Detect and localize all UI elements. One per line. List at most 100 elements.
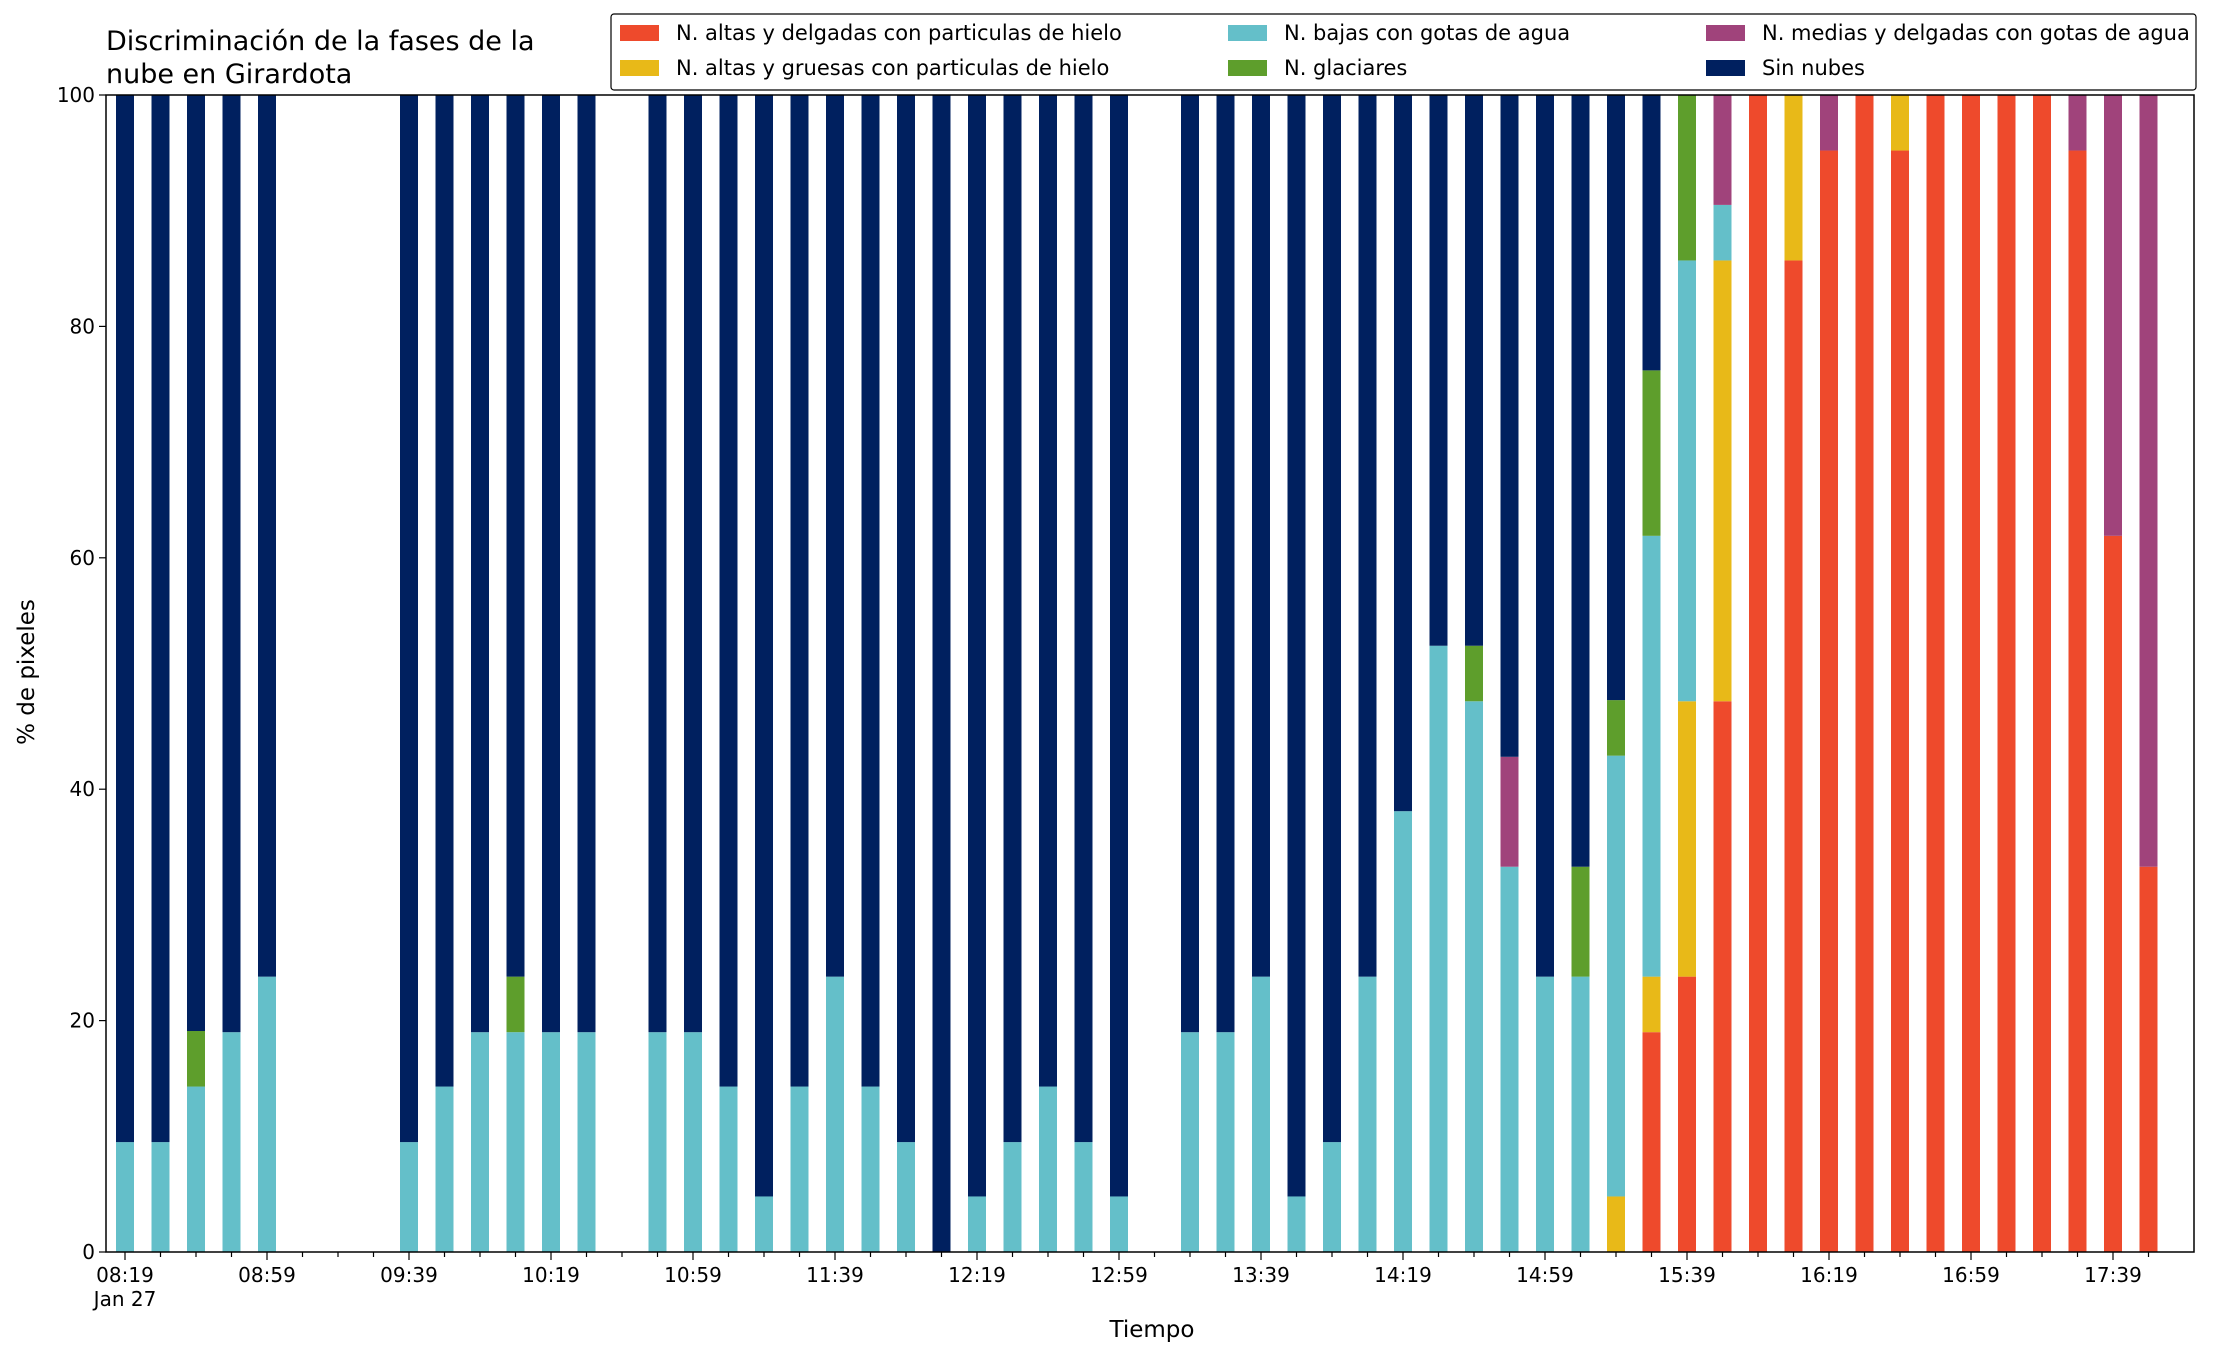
x-tick-label-12: 16:19 xyxy=(1800,1263,1858,1287)
bar-segment-altas_delgadas-40 xyxy=(1713,701,1732,1252)
bar-segment-altas_delgadas-42 xyxy=(1784,260,1803,1252)
legend-box xyxy=(610,13,2197,91)
y-axis: 0 20 40 60 80 100 xyxy=(57,83,106,1264)
x-axis-label: Tiempo xyxy=(1109,1317,1195,1343)
bar-segment-sin_nubes-0 xyxy=(116,95,134,1143)
y-tick-label-5: 100 xyxy=(57,83,95,107)
bar-segment-bajas-1 xyxy=(151,1142,170,1252)
bar-segment-glaciares-33 xyxy=(1465,645,1483,702)
legend-label-sin_nubes: Sin nubes xyxy=(1762,56,1865,80)
bar-segment-bajas-31 xyxy=(1394,811,1412,1252)
bar-stacks xyxy=(116,95,2158,1252)
chart-title-line-1: Discriminación de la fases de la xyxy=(106,26,535,57)
bar-segment-medias-40 xyxy=(1713,95,1732,205)
bar-segment-sin_nubes-10 xyxy=(577,95,596,1033)
bar-segment-sin_nubes-14 xyxy=(755,95,773,1197)
bar-segment-altas_delgadas-46 xyxy=(1926,95,1945,1252)
bar-segment-sin_nubes-13 xyxy=(719,95,738,1087)
bar-segment-bajas-20 xyxy=(968,1196,986,1252)
bar-segment-bajas-35 xyxy=(1536,976,1554,1252)
bar-segment-sin_nubes-25 xyxy=(1181,95,1199,1033)
bar-segment-altas_delgadas-52 xyxy=(2139,866,2158,1252)
bar-segment-sin_nubes-15 xyxy=(790,95,809,1087)
legend-swatch-glaciares xyxy=(1228,60,1267,76)
bar-segment-bajas-18 xyxy=(897,1142,915,1252)
bar-segment-sin_nubes-27 xyxy=(1252,95,1270,977)
bar-segment-glaciares-39 xyxy=(1678,95,1696,261)
x-tick-label-6: 12:19 xyxy=(948,1263,1006,1287)
bar-segment-sin_nubes-6 xyxy=(435,95,454,1087)
bar-segment-bajas-6 xyxy=(435,1086,454,1252)
bar-segment-sin_nubes-2 xyxy=(187,95,205,1032)
bar-segment-bajas-5 xyxy=(400,1142,418,1252)
legend-label-glaciares: N. glaciares xyxy=(1284,56,1407,80)
bar-segment-bajas-16 xyxy=(826,976,844,1252)
x-tick-label-9: 14:19 xyxy=(1374,1263,1432,1287)
bar-segment-medias-34 xyxy=(1500,756,1519,867)
legend-entries: N. altas y delgadas con particulas de hi… xyxy=(620,21,2190,80)
bar-segment-sin_nubes-20 xyxy=(968,95,986,1197)
bar-segment-bajas-30 xyxy=(1358,976,1377,1252)
bar-segment-altas_delgadas-49 xyxy=(2033,95,2051,1252)
x-tick-label-2: 09:39 xyxy=(380,1263,438,1287)
bar-segment-sin_nubes-7 xyxy=(471,95,489,1033)
bar-segment-altas_delgadas-39 xyxy=(1678,976,1696,1252)
bar-segment-sin_nubes-36 xyxy=(1571,95,1590,867)
bar-segment-altas_delgadas-38 xyxy=(1642,1032,1661,1252)
bar-segment-glaciares-36 xyxy=(1571,866,1590,977)
bar-segment-bajas-23 xyxy=(1074,1142,1093,1252)
bar-segment-sin_nubes-18 xyxy=(897,95,915,1143)
bar-segment-altas_delgadas-50 xyxy=(2068,150,2087,1252)
bar-segment-sin_nubes-31 xyxy=(1394,95,1412,812)
bar-segment-bajas-34 xyxy=(1500,866,1519,1252)
bar-segment-bajas-15 xyxy=(790,1086,809,1252)
bar-segment-sin_nubes-32 xyxy=(1429,95,1448,646)
bar-segment-altas_delgadas-48 xyxy=(1997,95,2016,1252)
bar-segment-medias-50 xyxy=(2068,95,2087,151)
legend-swatch-bajas xyxy=(1228,25,1267,41)
x-tick-label-3: 10:19 xyxy=(522,1263,580,1287)
bar-segment-bajas-37 xyxy=(1607,755,1625,1197)
bar-segment-sin_nubes-34 xyxy=(1500,95,1519,757)
bar-segment-sin_nubes-28 xyxy=(1287,95,1306,1197)
bar-segment-bajas-7 xyxy=(471,1032,489,1252)
legend-label-altas_gruesas: N. altas y gruesas con particulas de hie… xyxy=(676,56,1109,80)
bar-segment-sin_nubes-8 xyxy=(506,95,525,977)
bar-segment-glaciares-38 xyxy=(1642,370,1661,536)
bar-segment-altas_delgadas-47 xyxy=(1962,95,1980,1252)
bar-segment-bajas-17 xyxy=(861,1086,880,1252)
chart-title-line-2: nube en Girardota xyxy=(106,59,352,90)
bar-segment-altas_gruesas-42 xyxy=(1784,95,1803,261)
legend: N. altas y delgadas con particulas de hi… xyxy=(610,13,2197,91)
bar-segment-sin_nubes-9 xyxy=(542,95,560,1033)
bar-segment-bajas-9 xyxy=(542,1032,560,1252)
x-tick-label-8: 13:39 xyxy=(1232,1263,1290,1287)
bar-segment-bajas-14 xyxy=(755,1196,773,1252)
bar-segment-altas_gruesas-38 xyxy=(1642,976,1661,1033)
bar-segment-sin_nubes-24 xyxy=(1110,95,1128,1197)
bar-segment-sin_nubes-12 xyxy=(684,95,702,1033)
bar-segment-glaciares-37 xyxy=(1607,700,1625,756)
x-tick-label-11: 15:39 xyxy=(1658,1263,1716,1287)
bar-segment-sin_nubes-11 xyxy=(648,95,667,1033)
bar-segment-medias-51 xyxy=(2104,95,2122,536)
legend-swatch-sin_nubes xyxy=(1706,60,1745,76)
bar-segment-medias-52 xyxy=(2139,95,2158,867)
bar-segment-sin_nubes-5 xyxy=(400,95,418,1143)
bar-segment-altas_delgadas-43 xyxy=(1820,150,1838,1252)
legend-label-bajas: N. bajas con gotas de agua xyxy=(1284,21,1570,45)
legend-label-altas_delgadas: N. altas y delgadas con particulas de hi… xyxy=(676,21,1122,45)
bar-segment-altas_delgadas-51 xyxy=(2104,535,2122,1252)
bar-segment-sin_nubes-35 xyxy=(1536,95,1554,977)
bar-segment-glaciares-8 xyxy=(506,976,525,1033)
x-tick-label-13: 16:59 xyxy=(1942,1263,2000,1287)
y-axis-label: % de pixeles xyxy=(14,599,40,745)
y-tick-label-3: 60 xyxy=(70,546,95,570)
bar-segment-sin_nubes-30 xyxy=(1358,95,1377,977)
bar-segment-bajas-13 xyxy=(719,1086,738,1252)
y-tick-label-4: 80 xyxy=(70,314,95,338)
bar-segment-altas_gruesas-45 xyxy=(1891,95,1909,151)
bar-segment-bajas-22 xyxy=(1039,1086,1057,1252)
bar-segment-sin_nubes-33 xyxy=(1465,95,1483,646)
